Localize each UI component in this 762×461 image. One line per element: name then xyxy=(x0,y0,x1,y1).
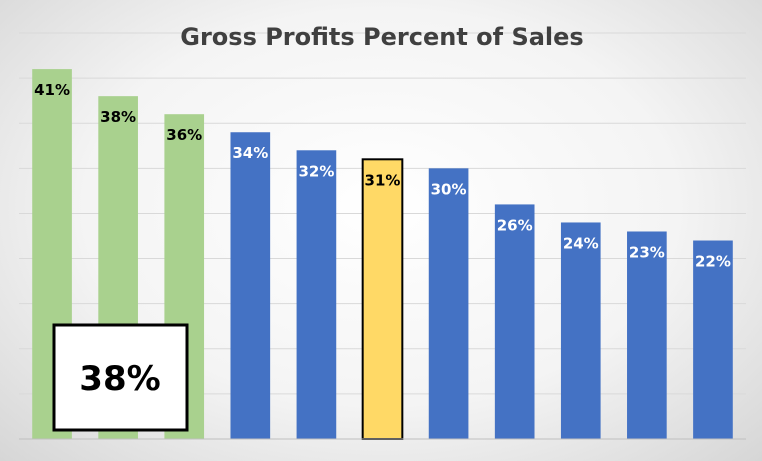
bar xyxy=(428,168,469,440)
bar xyxy=(230,132,271,439)
callout-value: 38% xyxy=(79,359,160,399)
data-label: 41% xyxy=(34,81,70,99)
data-label: 22% xyxy=(695,253,731,271)
bar xyxy=(627,231,667,439)
bar xyxy=(494,204,535,439)
data-labels: 41% 38% 36% 34% 32% 31% 30% 26% 24% 23% 22% xyxy=(34,81,731,270)
data-label: 32% xyxy=(298,162,334,180)
data-label: 24% xyxy=(563,234,599,252)
bar xyxy=(560,222,601,439)
bar xyxy=(296,150,337,440)
data-label: 31% xyxy=(365,171,401,189)
data-label: 30% xyxy=(431,180,467,198)
data-label: 23% xyxy=(629,243,665,261)
bar xyxy=(693,240,733,439)
chart-title: Gross Profits Percent of Sales xyxy=(180,23,583,51)
bar xyxy=(361,158,404,441)
data-label: 36% xyxy=(166,126,202,144)
data-label: 38% xyxy=(100,108,136,126)
callout-box: 38% xyxy=(52,323,189,432)
data-label: 26% xyxy=(497,216,533,234)
data-label: 34% xyxy=(232,144,268,162)
